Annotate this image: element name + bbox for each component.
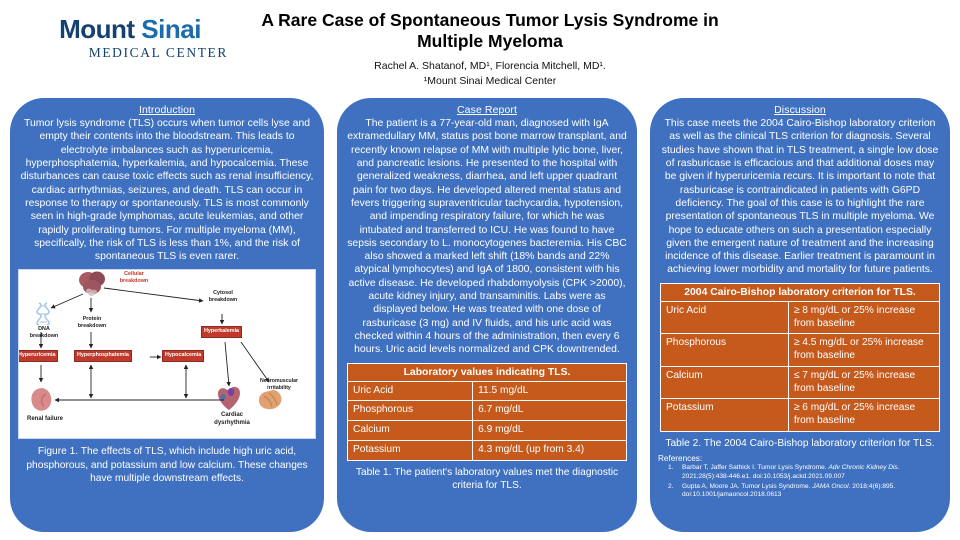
logo-word-sinai: Sinai [141, 14, 201, 44]
mount-sinai-logo: Mount Sinai MEDICAL CENTER [30, 14, 230, 61]
table2: 2004 Cairo-Bishop laboratory criterion f… [660, 282, 940, 432]
reference-journal: JAMA Oncol [812, 482, 849, 490]
discussion-heading: Discussion [774, 104, 826, 116]
table2-caption: Table 2. The 2004 Cairo-Bishop laborator… [665, 437, 935, 449]
table1: Laboratory values indicating TLS. Uric A… [347, 362, 627, 461]
column-discussion: Discussion This case meets the 2004 Cair… [650, 98, 950, 532]
introduction-heading: Introduction [138, 104, 196, 116]
table-row: Calcium ≤ 7 mg/dL or 25% increase from b… [661, 366, 939, 400]
list-item: 1. Barbar T, Jaffer Sathick I. Tumor Lys… [658, 464, 942, 482]
references-heading: References: [658, 454, 703, 463]
table1-value: 11.5 mg/dL [478, 384, 529, 396]
diagram-label-dna-breakdown: DNA breakdown [29, 326, 59, 339]
reference-text-a: Barbar T, Jaffer Sathick I. Tumor Lysis … [682, 464, 829, 471]
cell-cluster-icon [79, 271, 105, 297]
table-row: Phosphorous 6.7 mg/dL [348, 401, 626, 422]
table2-analyte: Calcium [661, 366, 789, 399]
table1-caption: Table 1. The patient's laboratory values… [355, 466, 619, 491]
table2-criterion: ≥ 4.5 mg/dL or 25% increase from baselin… [793, 337, 924, 361]
figure1-caption: Figure 1. The effects of TLS, which incl… [26, 446, 308, 484]
table1-analyte: Potassium [348, 440, 474, 460]
diagram-box-hypocalcemia: Hypocalcemia [162, 350, 205, 363]
table1-value: 4.3 mg/dL (up from 3.4) [478, 443, 585, 455]
table-row: Calcium 6.9 mg/dL [348, 421, 626, 441]
reference-journal: Adv Chronic Kidney Dis [828, 464, 898, 471]
diagram-label-cellular-breakdown: Cellular breakdown [119, 271, 149, 284]
reference-text: Gupta A, Moore JA. Tumor Lysis Syndrome.… [682, 483, 942, 501]
diagram-label-cardiac-dysrhythmia: Cardiac dysrhythmia [214, 412, 250, 426]
references-section: References: 1. Barbar T, Jaffer Sathick … [650, 450, 950, 500]
reference-text-b: . 2021;28(5):438-446.e1. doi:10.1053/j.a… [682, 464, 900, 480]
muscle-icon [258, 390, 282, 410]
table-row: Uric Acid 11.5 mg/dL [348, 381, 626, 402]
logo-word-mount: Mount [59, 14, 135, 44]
diagram-label-neuromuscular-irritability: Neuromuscular irritability [259, 378, 299, 391]
table2-analyte: Phosphorous [661, 334, 789, 366]
case-report-text: The patient is a 77-year-old man, diagno… [347, 118, 627, 356]
table-row: Phosphorous ≥ 4.5 mg/dL or 25% increase … [661, 334, 939, 367]
case-report-heading: Case Report [456, 104, 518, 116]
diagram-box-hyperkalemia: Hyperkalemia [201, 326, 243, 339]
table-row: Potassium 4.3 mg/dL (up from 3.4) [348, 440, 626, 460]
table1-title: Laboratory values indicating TLS. [348, 363, 626, 382]
table2-criterion: ≥ 6 mg/dL or 25% increase from baseline [793, 402, 916, 426]
diagram-label-protein-breakdown: Protein breakdown [77, 316, 107, 329]
affiliation: ¹Mount Sinai Medical Center [423, 75, 557, 88]
diagram-svg [31, 271, 282, 412]
column-case-report: Case Report The patient is a 77-year-old… [337, 98, 637, 532]
table1-analyte: Uric Acid [348, 381, 474, 401]
diagram-box-hyperphosphatemia: Hyperphosphatemia [74, 350, 132, 363]
author-list: Rachel A. Shatanof, MD¹, Florencia Mitch… [374, 60, 606, 73]
kidney-icon [31, 388, 52, 412]
diagram-box-hyperuricemia: Hyperuricemia [19, 350, 59, 363]
diagram-label-renal-failure: Renal failure [26, 416, 63, 423]
diagram-label-cytosol-breakdown: Cytosol breakdown [208, 290, 238, 303]
table2-criterion: ≥ 8 mg/dL or 25% increase from baseline [793, 304, 916, 329]
column-introduction: Introduction Tumor lysis syndrome (TLS) … [10, 98, 324, 532]
tls-effects-diagram: Cellular breakdown DNA breakdown Protein br… [19, 270, 315, 438]
heart-icon [217, 387, 240, 411]
poster-header: Mount Sinai MEDICAL CENTER A Rare Case o… [0, 0, 960, 96]
reference-number: 1. [668, 464, 674, 471]
table1-analyte: Calcium [348, 421, 474, 440]
introduction-text: Tumor lysis syndrome (TLS) occurs when t… [20, 118, 314, 263]
table2-criterion: ≤ 7 mg/dL or 25% increase from baseline [793, 369, 916, 394]
table-row: Potassium ≥ 6 mg/dL or 25% increase from… [661, 399, 939, 431]
table2-analyte: Uric Acid [661, 301, 789, 334]
table2-analyte: Potassium [661, 399, 789, 431]
title-block: A Rare Case of Spontaneous Tumor Lysis S… [240, 10, 740, 89]
list-item: 2. Gupta A, Moore JA. Tumor Lysis Syndro… [658, 483, 942, 501]
table1-value: 6.7 mg/dL [478, 404, 524, 416]
table-row: Uric Acid ≥ 8 mg/dL or 25% increase from… [661, 301, 939, 335]
table1-analyte: Phosphorous [348, 401, 474, 421]
discussion-text: This case meets the 2004 Cairo-Bishop la… [661, 118, 939, 276]
table1-value: 6.9 mg/dL [478, 424, 524, 436]
dna-helix-icon [36, 302, 50, 327]
poster-title: A Rare Case of Spontaneous Tumor Lysis S… [261, 10, 719, 51]
logo-wordmark: Mount Sinai [30, 14, 230, 44]
reference-text: Barbar T, Jaffer Sathick I. Tumor Lysis … [682, 464, 942, 482]
reference-number: 2. [668, 482, 674, 490]
table2-title: 2004 Cairo-Bishop laboratory criterion f… [661, 283, 939, 302]
logo-subtitle: MEDICAL CENTER [88, 45, 228, 61]
reference-text-a: Gupta A, Moore JA. Tumor Lysis Syndrome. [682, 482, 813, 490]
figure1-image: Cellular breakdown DNA breakdown Protein br… [18, 269, 316, 440]
reference-text-b: . 2018;4(6):895. doi:10.1001/jamaoncol.2… [682, 482, 896, 499]
